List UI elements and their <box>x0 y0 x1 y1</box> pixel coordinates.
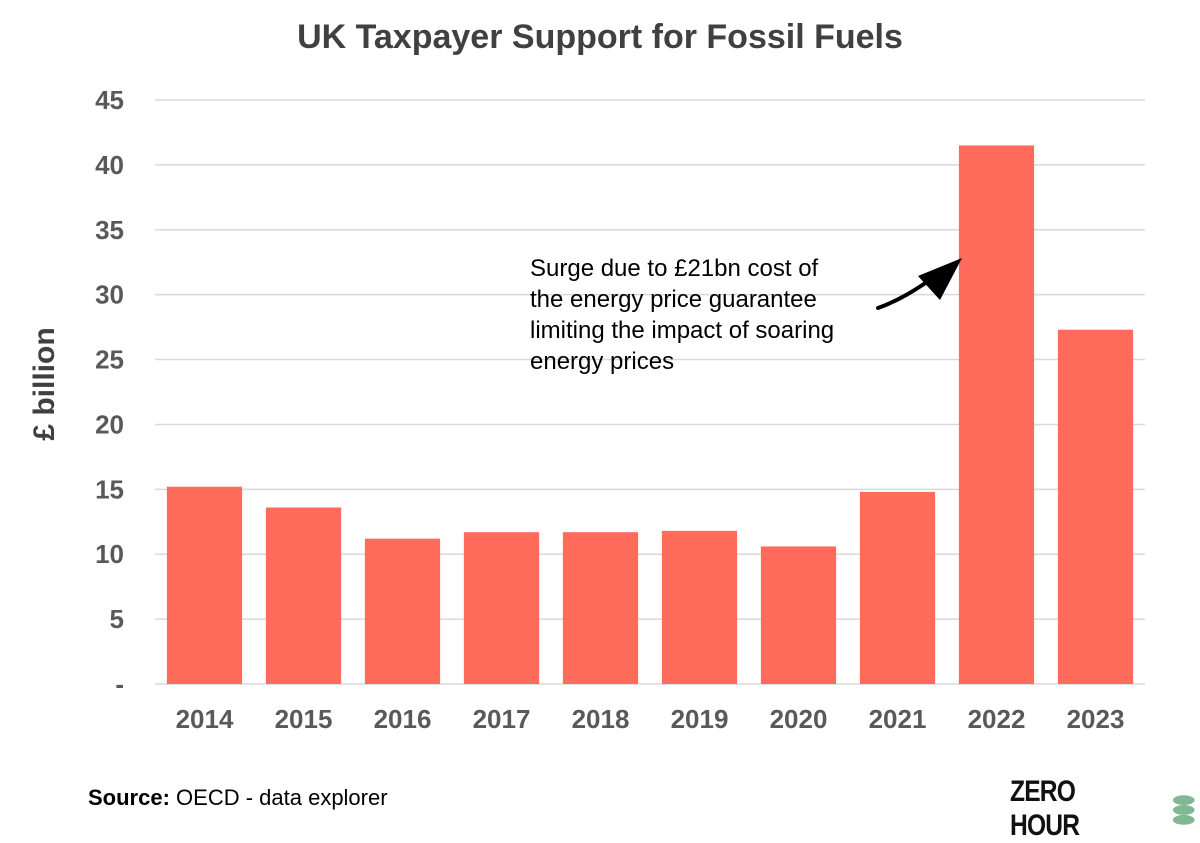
annotation-text: Surge due to £21bn cost of the energy pr… <box>530 253 890 377</box>
x-tick-label: 2015 <box>275 704 333 734</box>
bar-2019 <box>662 531 737 684</box>
bar-2017 <box>464 532 539 684</box>
x-tick-label: 2019 <box>671 704 729 734</box>
zero-hour-logo: ZERO HOUR <box>1010 775 1200 843</box>
x-tick-label: 2014 <box>176 704 234 734</box>
x-tick-label: 2018 <box>572 704 630 734</box>
y-tick-label: - <box>115 669 124 699</box>
y-tick-label: 15 <box>95 474 124 504</box>
annotation-arrow <box>878 258 962 308</box>
y-tick-label: 30 <box>95 280 124 310</box>
x-tick-label: 2021 <box>869 704 927 734</box>
bar-2023 <box>1058 330 1133 684</box>
bar-2015 <box>266 508 341 684</box>
bar-2022 <box>959 145 1034 684</box>
y-tick-label: 20 <box>95 409 124 439</box>
y-tick-label: 35 <box>95 215 124 245</box>
bars <box>167 145 1133 684</box>
y-tick-labels: - 5 10 15 20 25 30 35 40 45 <box>95 85 124 699</box>
y-tick-label: 40 <box>95 150 124 180</box>
leaf-icon <box>1167 792 1200 826</box>
source-text: OECD - data explorer <box>170 785 388 810</box>
bar-2018 <box>563 532 638 684</box>
bar-2016 <box>365 539 440 684</box>
bar-2020 <box>761 546 836 684</box>
x-tick-label: 2023 <box>1067 704 1125 734</box>
y-tick-label: 45 <box>95 85 124 115</box>
y-tick-label: 25 <box>95 345 124 375</box>
x-tick-labels: 2014 2015 2016 2017 2018 2019 2020 2021 2022 2023 <box>176 704 1125 734</box>
y-tick-label: 10 <box>95 539 124 569</box>
x-tick-label: 2017 <box>473 704 531 734</box>
y-axis-label: £ billion <box>28 327 61 440</box>
bar-2014 <box>167 487 242 684</box>
source-label: Source: <box>88 785 170 810</box>
x-tick-label: 2016 <box>374 704 432 734</box>
logo-text: ZERO HOUR <box>1010 775 1148 843</box>
bar-2021 <box>860 492 935 684</box>
source-note: Source: OECD - data explorer <box>88 785 388 811</box>
x-tick-label: 2020 <box>770 704 828 734</box>
x-tick-label: 2022 <box>968 704 1026 734</box>
y-tick-label: 5 <box>110 604 124 634</box>
